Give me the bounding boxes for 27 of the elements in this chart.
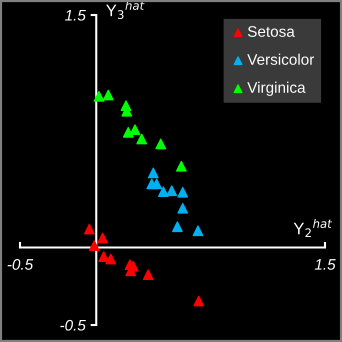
point bbox=[142, 269, 154, 280]
point bbox=[122, 126, 134, 138]
point bbox=[192, 225, 204, 236]
point bbox=[136, 134, 148, 144]
legend-label: Setosa bbox=[248, 26, 295, 37]
point bbox=[176, 160, 187, 172]
point bbox=[151, 178, 162, 190]
point bbox=[166, 185, 178, 196]
point bbox=[97, 232, 108, 244]
legend-label: Virginica bbox=[247, 82, 306, 96]
y-axis-title: Y$_{3}$$^{hat}$ bbox=[106, 0, 145, 20]
point bbox=[177, 202, 188, 214]
point bbox=[102, 90, 114, 100]
point bbox=[172, 221, 183, 232]
legend-label: Versicolor bbox=[247, 54, 314, 65]
point bbox=[155, 138, 166, 150]
point bbox=[158, 186, 169, 198]
x-axis-title: Y$_{2}$$^{hat}$ bbox=[294, 218, 332, 237]
point bbox=[130, 124, 140, 136]
point bbox=[177, 186, 188, 198]
point bbox=[98, 251, 110, 262]
point bbox=[148, 168, 159, 178]
point bbox=[88, 240, 100, 251]
point bbox=[105, 254, 116, 264]
point bbox=[193, 296, 204, 306]
point bbox=[84, 224, 95, 234]
point bbox=[94, 91, 104, 102]
